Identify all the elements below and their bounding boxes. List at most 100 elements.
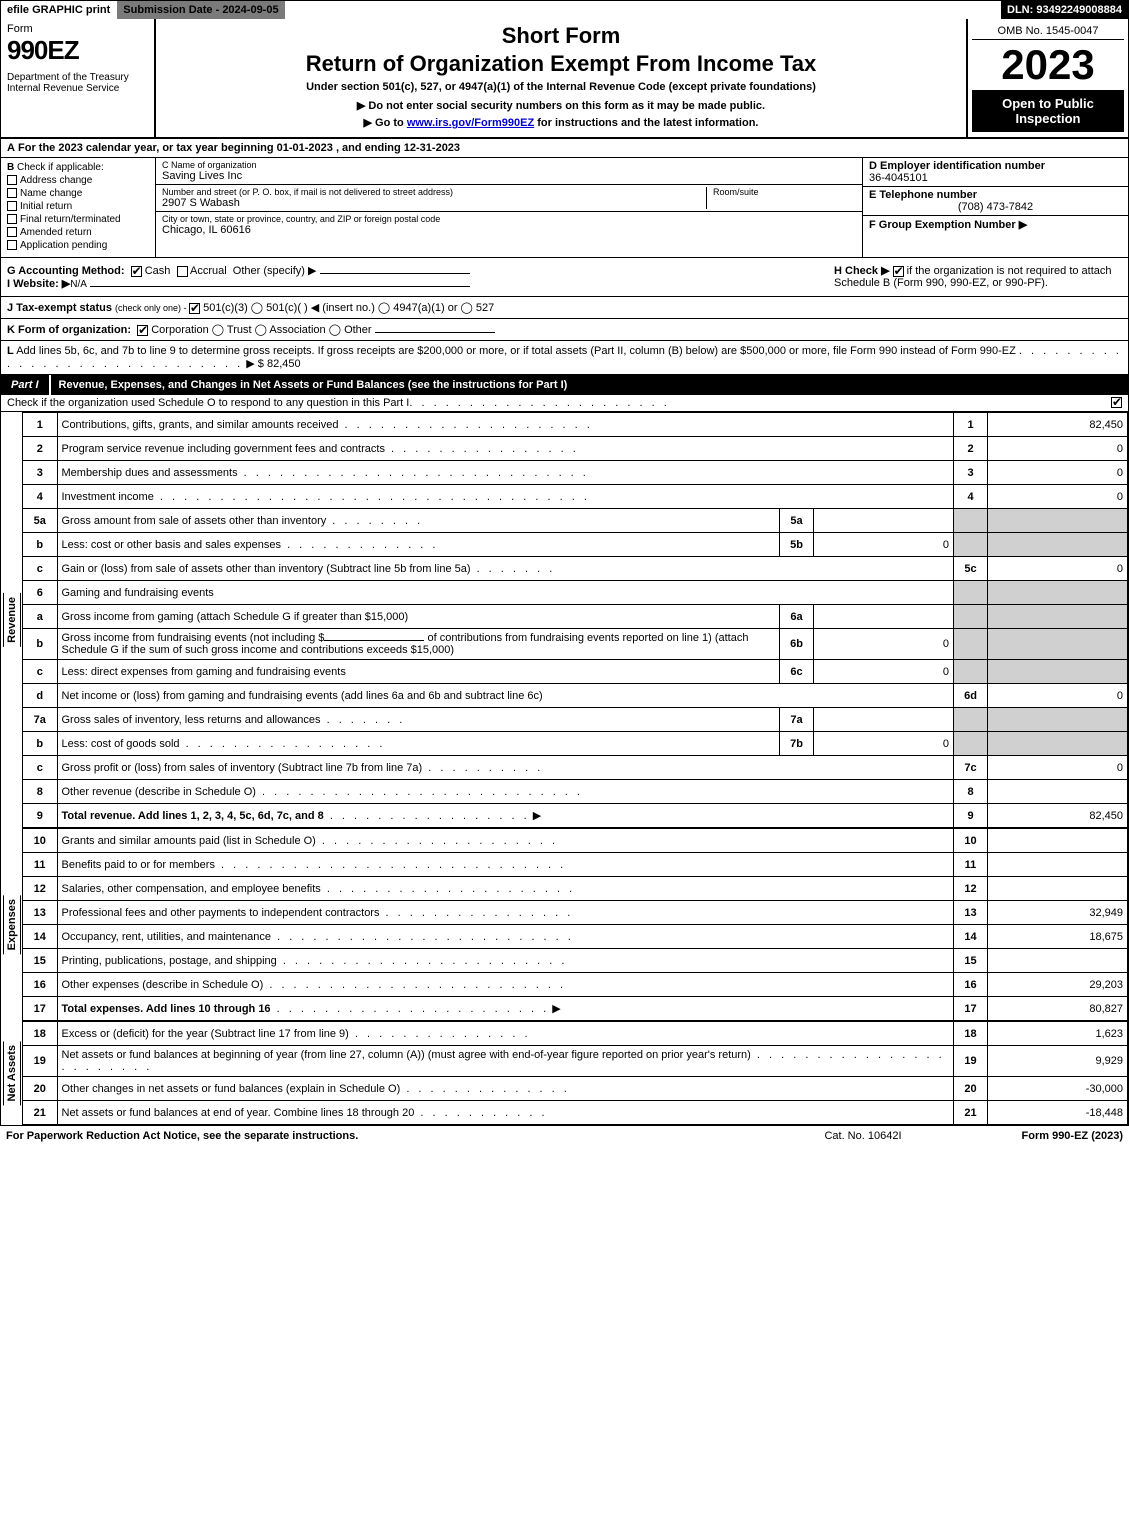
ein-value: 36-4045101 <box>869 172 1122 184</box>
phone-label: E Telephone number <box>869 189 977 201</box>
top-bar: efile GRAPHIC print Submission Date - 20… <box>1 1 1128 19</box>
line-15: 15Printing, publications, postage, and s… <box>23 949 1128 973</box>
row-g-i: G Accounting Method: Cash Accrual Other … <box>1 258 828 296</box>
instr-goto: ▶ Go to www.irs.gov/Form990EZ for instru… <box>164 116 958 129</box>
dln: DLN: 93492249008884 <box>1001 1 1128 19</box>
org-name: Saving Lives Inc <box>162 170 856 182</box>
row-j: J Tax-exempt status (check only one) - 5… <box>1 297 1128 319</box>
cat-no: Cat. No. 10642I <box>824 1130 901 1142</box>
chk-name-change[interactable]: Name change <box>7 188 149 199</box>
part-i-sub: Check if the organization used Schedule … <box>1 395 1128 412</box>
website-value: N/A <box>70 279 87 290</box>
line-6: 6Gaming and fundraising events <box>23 581 1128 605</box>
efile-label: efile GRAPHIC print <box>1 1 117 19</box>
line-6a: aGross income from gaming (attach Schedu… <box>23 605 1128 629</box>
chk-address-change[interactable]: Address change <box>7 175 149 186</box>
expenses-table: 10Grants and similar amounts paid (list … <box>23 828 1128 1021</box>
line-1: 1Contributions, gifts, grants, and simil… <box>23 413 1128 437</box>
col-c: C Name of organization Saving Lives Inc … <box>156 158 863 257</box>
submission-date: Submission Date - 2024-09-05 <box>117 1 285 19</box>
form-number: 990EZ <box>7 35 148 66</box>
phone-value: (708) 473-7842 <box>869 201 1122 213</box>
org-name-label: C Name of organization <box>162 160 856 170</box>
street-label: Number and street (or P. O. box, if mail… <box>162 187 706 197</box>
part-i-header: Part I Revenue, Expenses, and Changes in… <box>1 375 1128 395</box>
line-4: 4Investment income . . . . . . . . . . .… <box>23 485 1128 509</box>
instr-ssn: ▶ Do not enter social security numbers o… <box>164 99 958 112</box>
form-header: Form 990EZ Department of the Treasury In… <box>1 19 1128 139</box>
ein-label: D Employer identification number <box>869 160 1045 172</box>
line-16: 16Other expenses (describe in Schedule O… <box>23 973 1128 997</box>
chk-application-pending[interactable]: Application pending <box>7 240 149 251</box>
revenue-tab: Revenue <box>3 593 21 647</box>
open-to-public: Open to Public Inspection <box>972 90 1124 132</box>
net-assets-tab: Net Assets <box>3 1041 21 1105</box>
tax-year: 2023 <box>972 40 1124 90</box>
city: Chicago, IL 60616 <box>162 224 856 236</box>
line-18: 18Excess or (deficit) for the year (Subt… <box>23 1022 1128 1046</box>
dept-treasury: Department of the Treasury Internal Reve… <box>7 72 148 94</box>
line-3: 3Membership dues and assessments . . . .… <box>23 461 1128 485</box>
gross-receipts-amount: ▶ $ 82,450 <box>246 358 300 370</box>
line-5a: 5aGross amount from sale of assets other… <box>23 509 1128 533</box>
col-b: B Check if applicable: Address change Na… <box>1 158 156 257</box>
line-7c: cGross profit or (loss) from sales of in… <box>23 756 1128 780</box>
line-12: 12Salaries, other compensation, and empl… <box>23 877 1128 901</box>
paperwork-notice: For Paperwork Reduction Act Notice, see … <box>6 1130 824 1142</box>
city-label: City or town, state or province, country… <box>162 214 856 224</box>
form-word: Form <box>7 23 148 35</box>
chk-initial-return[interactable]: Initial return <box>7 201 149 212</box>
line-5c: cGain or (loss) from sale of assets othe… <box>23 557 1128 581</box>
street: 2907 S Wabash <box>162 197 706 209</box>
net-assets-section: Net Assets 18Excess or (deficit) for the… <box>1 1021 1128 1125</box>
row-a: A For the 2023 calendar year, or tax yea… <box>1 139 1128 158</box>
line-6b: bGross income from fundraising events (n… <box>23 629 1128 660</box>
group-exemption-label: F Group Exemption Number ▶ <box>869 219 1027 231</box>
expenses-section: Expenses 10Grants and similar amounts pa… <box>1 828 1128 1021</box>
room-label: Room/suite <box>713 187 856 197</box>
return-title: Return of Organization Exempt From Incom… <box>164 51 958 77</box>
omb-number: OMB No. 1545-0047 <box>972 23 1124 40</box>
line-7b: bLess: cost of goods sold . . . . . . . … <box>23 732 1128 756</box>
section-b-through-f: B Check if applicable: Address change Na… <box>1 158 1128 258</box>
line-6c: cLess: direct expenses from gaming and f… <box>23 660 1128 684</box>
short-form-title: Short Form <box>164 23 958 49</box>
chk-501c3[interactable] <box>189 303 200 314</box>
form-990ez: efile GRAPHIC print Submission Date - 20… <box>0 0 1129 1126</box>
row-k: K Form of organization: Corporation ◯ Tr… <box>1 319 1128 341</box>
line-11: 11Benefits paid to or for members . . . … <box>23 853 1128 877</box>
irs-link[interactable]: www.irs.gov/Form990EZ <box>407 117 534 129</box>
row-g-h: G Accounting Method: Cash Accrual Other … <box>1 258 1128 297</box>
revenue-table: 1Contributions, gifts, grants, and simil… <box>23 412 1128 828</box>
chk-cash[interactable] <box>131 266 142 277</box>
line-6d: dNet income or (loss) from gaming and fu… <box>23 684 1128 708</box>
line-5b: bLess: cost or other basis and sales exp… <box>23 533 1128 557</box>
chk-amended-return[interactable]: Amended return <box>7 227 149 238</box>
line-8: 8Other revenue (describe in Schedule O) … <box>23 780 1128 804</box>
col-def: D Employer identification number 36-4045… <box>863 158 1128 257</box>
header-right: OMB No. 1545-0047 2023 Open to Public In… <box>968 19 1128 137</box>
chk-accrual[interactable] <box>177 266 188 277</box>
line-2: 2Program service revenue including gover… <box>23 437 1128 461</box>
header-center: Short Form Return of Organization Exempt… <box>156 19 968 137</box>
revenue-section: Revenue 1Contributions, gifts, grants, a… <box>1 412 1128 828</box>
subtitle: Under section 501(c), 527, or 4947(a)(1)… <box>164 81 958 93</box>
line-21: 21Net assets or fund balances at end of … <box>23 1101 1128 1125</box>
chk-schedule-o-part-i[interactable] <box>1111 397 1122 408</box>
form-ref: Form 990-EZ (2023) <box>1022 1130 1123 1142</box>
page-footer: For Paperwork Reduction Act Notice, see … <box>0 1126 1129 1146</box>
line-10: 10Grants and similar amounts paid (list … <box>23 829 1128 853</box>
line-13: 13Professional fees and other payments t… <box>23 901 1128 925</box>
chk-corporation[interactable] <box>137 325 148 336</box>
line-17: 17Total expenses. Add lines 10 through 1… <box>23 997 1128 1021</box>
line-20: 20Other changes in net assets or fund ba… <box>23 1077 1128 1101</box>
expenses-tab: Expenses <box>3 895 21 954</box>
chk-schedule-b-not-required[interactable] <box>893 266 904 277</box>
chk-final-return[interactable]: Final return/terminated <box>7 214 149 225</box>
line-9: 9Total revenue. Add lines 1, 2, 3, 4, 5c… <box>23 804 1128 828</box>
net-assets-table: 18Excess or (deficit) for the year (Subt… <box>23 1021 1128 1125</box>
line-7a: 7aGross sales of inventory, less returns… <box>23 708 1128 732</box>
row-l: L Add lines 5b, 6c, and 7b to line 9 to … <box>1 341 1128 375</box>
header-left: Form 990EZ Department of the Treasury In… <box>1 19 156 137</box>
row-h: H Check ▶ if the organization is not req… <box>828 258 1128 296</box>
